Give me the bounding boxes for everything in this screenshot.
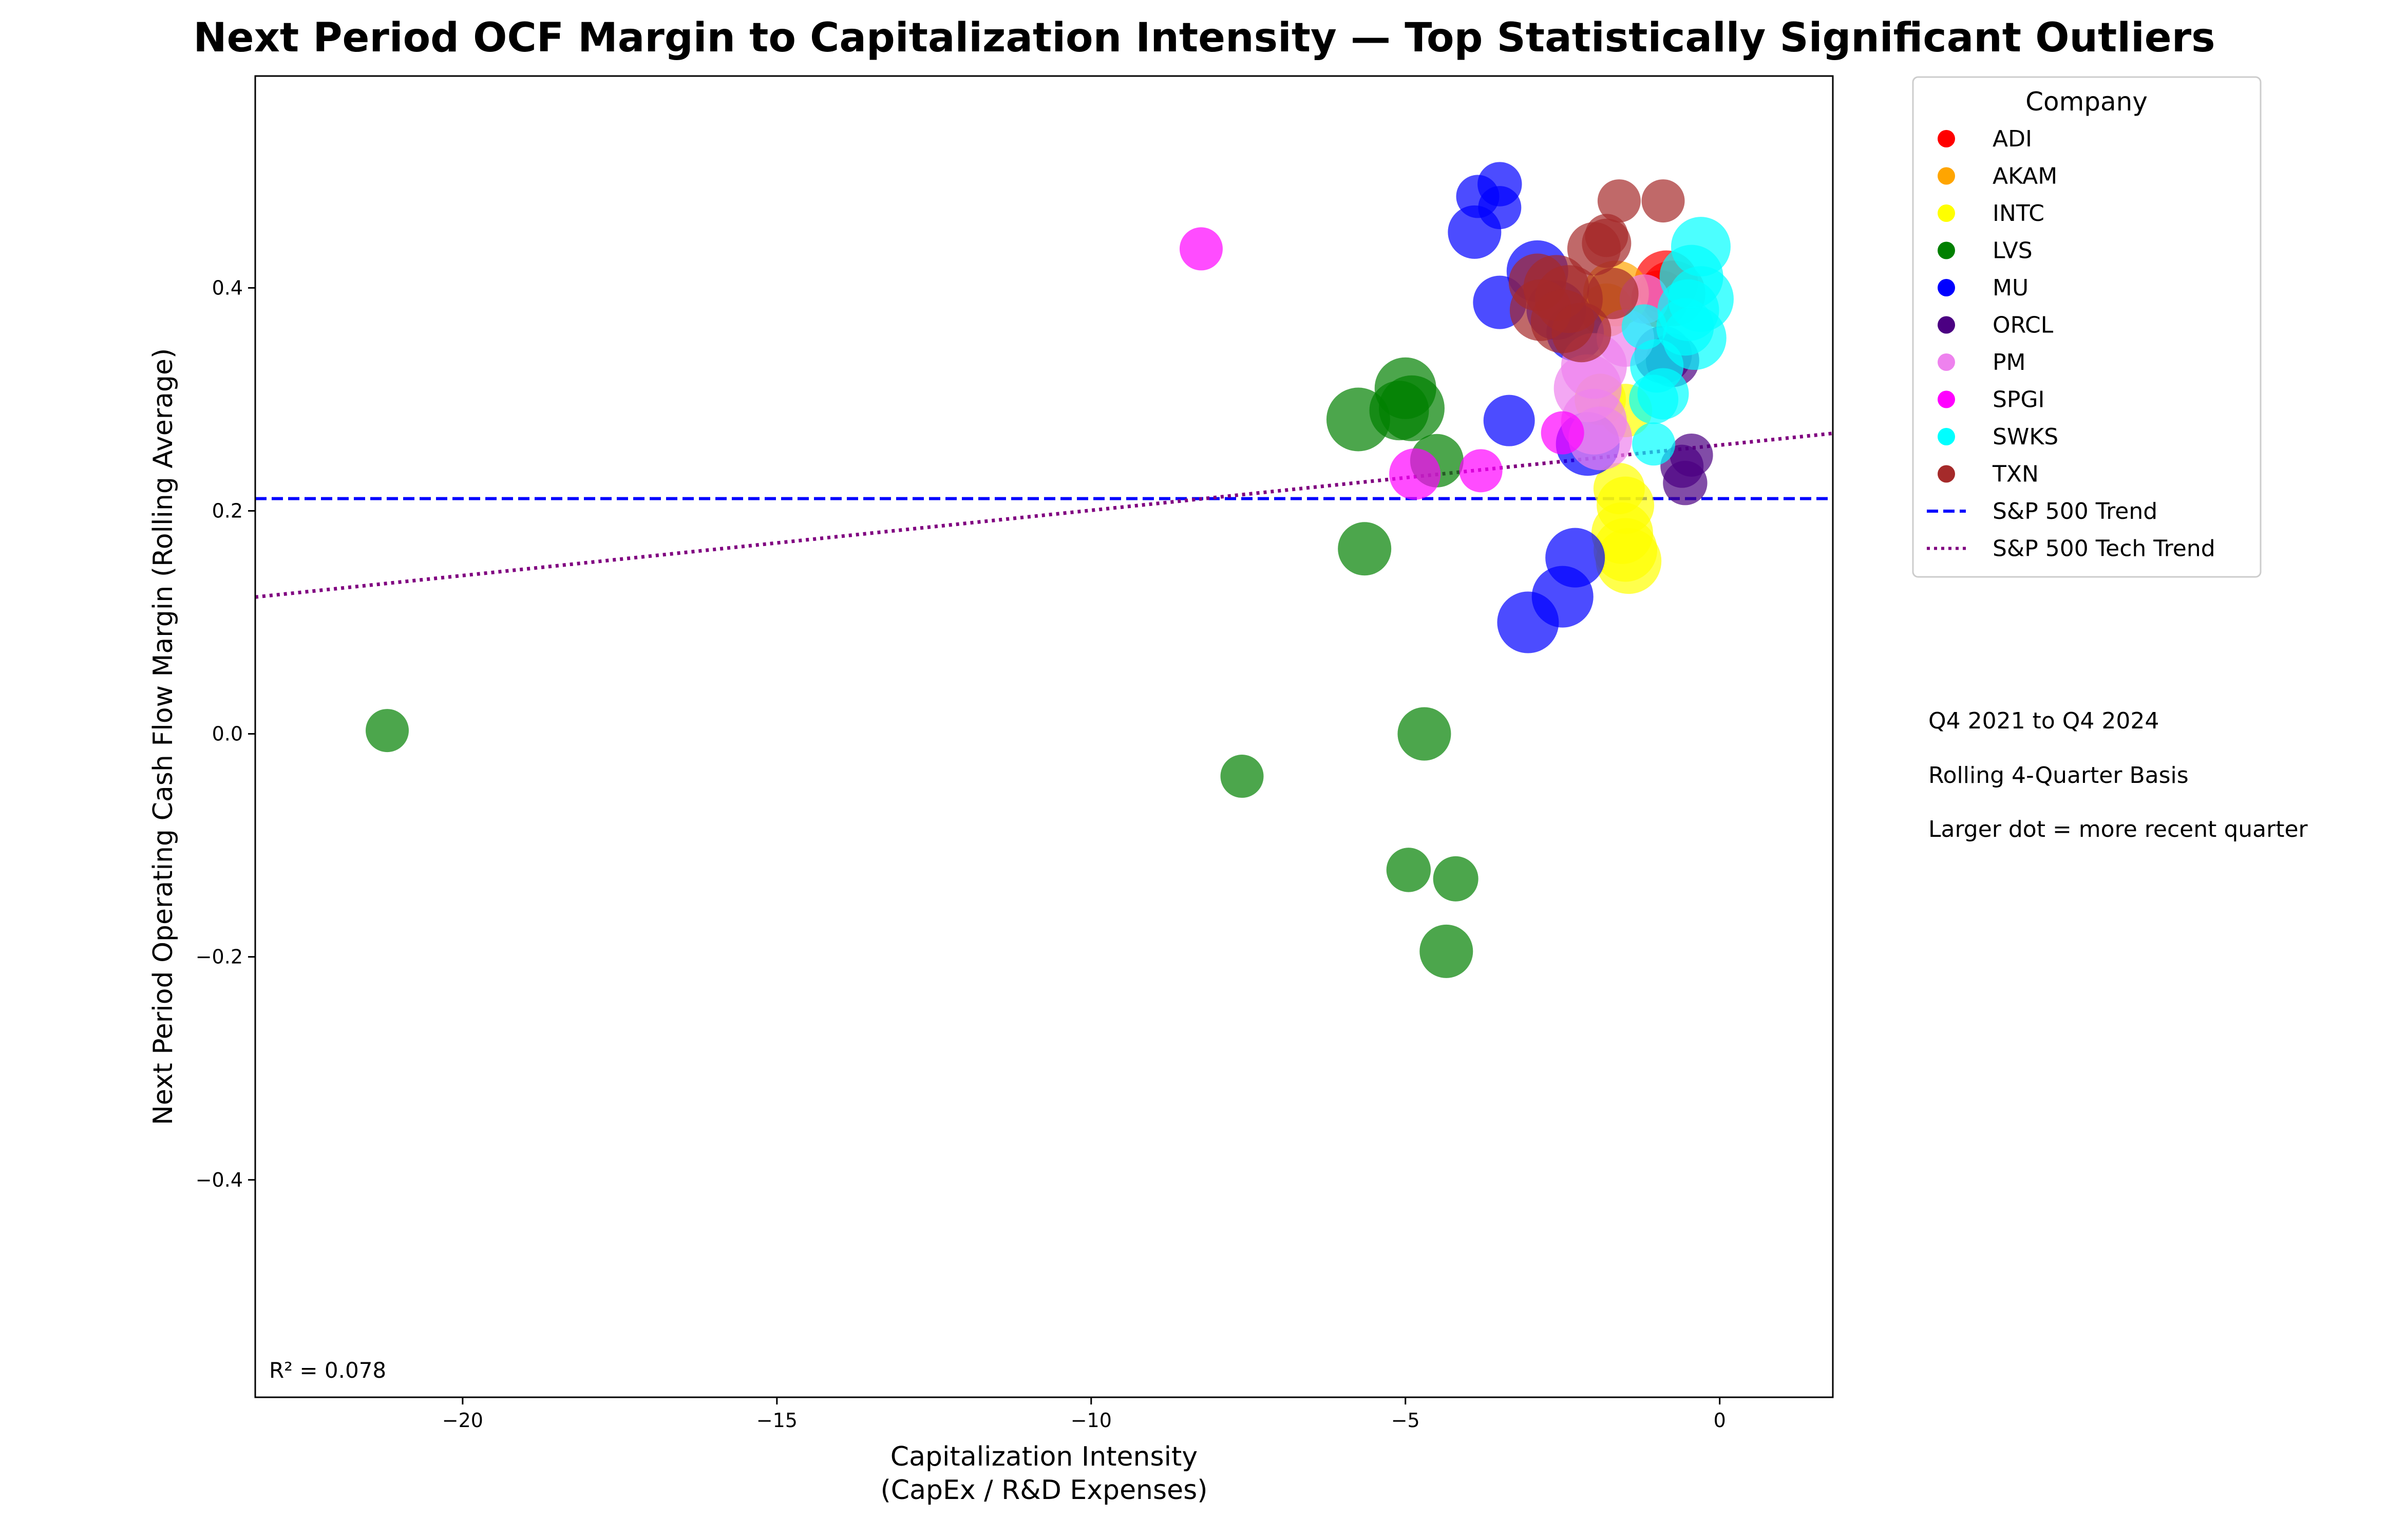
y-axis-ticks: −0.4 −0.2 0.0 0.2 0.4	[196, 276, 255, 1191]
x-axis-label-line1: Capitalization Intensity	[890, 1441, 1198, 1472]
chart-title: Next Period OCF Margin to Capitalization…	[193, 15, 2215, 61]
data-point-swks	[1621, 304, 1667, 350]
data-point-txn	[1597, 179, 1641, 223]
r-squared-label: R² = 0.078	[269, 1358, 386, 1383]
data-point-spgi	[1459, 449, 1503, 493]
legend-label-mu: MU	[1993, 275, 2028, 301]
data-point-spgi	[1389, 448, 1441, 500]
legend-marker-intc	[1938, 204, 1955, 222]
data-point-lvs	[1220, 755, 1264, 798]
legend-label-txn: TXN	[1992, 461, 2039, 488]
data-point-lvs	[1338, 522, 1392, 576]
data-point-txn	[1567, 222, 1621, 276]
data-point-lvs	[1386, 848, 1431, 892]
x-tick-label: −10	[1071, 1409, 1112, 1432]
data-point-spgi	[1179, 227, 1223, 271]
legend-marker-mu	[1938, 279, 1955, 296]
x-tick-label: −5	[1391, 1409, 1420, 1432]
legend-label-swks: SWKS	[1993, 424, 2058, 450]
legend-label-trend: S&P 500 Tech Trend	[1993, 536, 2215, 562]
data-point-intc	[1596, 528, 1662, 594]
plot-border	[254, 75, 1834, 1398]
trend-line-s-p-500-tech-trend	[255, 432, 1833, 599]
legend-label-trend: S&P 500 Trend	[1993, 498, 2157, 524]
data-point-swks	[1629, 374, 1679, 424]
data-point-txn	[1641, 179, 1685, 223]
y-tick-label: −0.4	[196, 1169, 243, 1191]
data-point-mu	[1448, 205, 1502, 259]
plot-area	[255, 162, 1833, 978]
data-point-pm	[1568, 406, 1633, 471]
y-tick-label: 0.4	[212, 276, 243, 299]
y-tick-label: 0.2	[212, 499, 243, 522]
annotation-basis: Rolling 4-Quarter Basis	[1928, 762, 2189, 789]
legend-marker-txn	[1938, 465, 1955, 483]
data-point-spgi	[1541, 411, 1584, 455]
legend-items: ADI AKAM INTC LVS MU ORCL PM SPGI SWKS TXN S&P 500…	[1927, 126, 2215, 562]
y-axis-label: Next Period Operating Cash Flow Margin (…	[148, 348, 179, 1126]
data-point-lvs	[1433, 856, 1478, 902]
legend: Company ADI AKAM INTC LVS MU ORCL PM SPGI SWKS TX…	[1912, 76, 2262, 578]
legend-marker-spgi	[1938, 390, 1955, 408]
x-tick-label: −20	[442, 1409, 483, 1432]
legend-marker-akam	[1938, 167, 1955, 185]
data-point-lvs	[366, 709, 409, 753]
legend-label-orcl: ORCL	[1993, 312, 2054, 339]
data-points	[366, 162, 1734, 978]
legend-label-akam: AKAM	[1993, 163, 2057, 190]
legend-label-pm: PM	[1993, 349, 2026, 376]
data-point-lvs	[1397, 707, 1451, 761]
legend-label-intc: INTC	[1993, 200, 2044, 227]
data-point-txn	[1551, 303, 1611, 363]
data-point-lvs	[1419, 924, 1473, 978]
legend-title: Company	[2025, 87, 2148, 117]
legend-marker-pm	[1938, 353, 1955, 371]
x-tick-label: 0	[1714, 1409, 1726, 1432]
legend-label-adi: ADI	[1993, 126, 2032, 152]
data-point-swks	[1632, 422, 1676, 466]
trend-lines	[255, 432, 1833, 599]
data-point-mu	[1483, 395, 1535, 446]
annotation-dot-size: Larger dot = more recent quarter	[1928, 816, 2308, 842]
legend-label-spgi: SPGI	[1993, 387, 2045, 413]
data-point-lvs	[1374, 357, 1436, 419]
annotation-period: Q4 2021 to Q4 2024	[1928, 708, 2159, 734]
x-axis-ticks: −20 −15 −10 −5 0	[442, 1397, 1726, 1432]
legend-marker-lvs	[1938, 241, 1955, 259]
legend-label-lvs: LVS	[1993, 238, 2033, 264]
y-tick-label: −0.2	[196, 946, 243, 968]
legend-frame	[1912, 76, 2262, 578]
legend-marker-swks	[1938, 428, 1955, 445]
legend-marker-orcl	[1938, 316, 1955, 334]
x-axis-label-line2: (CapEx / R&D Expenses)	[881, 1475, 1208, 1506]
data-point-orcl	[1663, 461, 1708, 505]
data-point-mu	[1497, 591, 1559, 653]
legend-marker-adi	[1938, 130, 1955, 147]
y-tick-label: 0.0	[212, 723, 243, 745]
x-tick-label: −15	[756, 1409, 798, 1432]
